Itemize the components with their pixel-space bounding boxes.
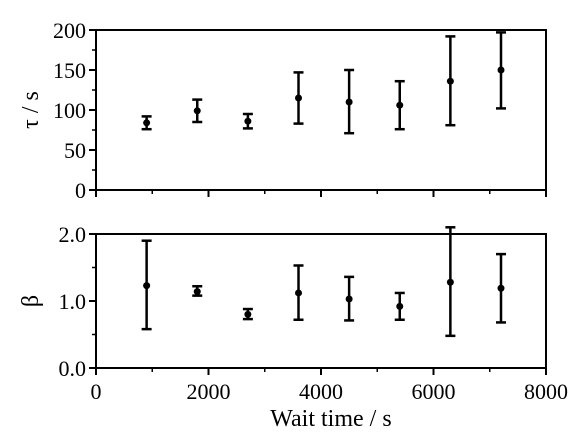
tau-y-axis-label: τ / s [18, 91, 44, 129]
tau-data-point [396, 101, 404, 109]
tau-y-tick-label: 0 [75, 178, 86, 203]
beta-data-point [345, 295, 353, 303]
beta-data-point [446, 278, 454, 286]
tau-data-point [446, 77, 454, 85]
tau-data-point [193, 107, 201, 115]
beta-data-point [497, 284, 505, 292]
beta-x-tick-label: 6000 [412, 379, 456, 404]
beta-x-tick-label: 8000 [524, 379, 568, 404]
tau-y-tick-label: 50 [64, 138, 86, 163]
tau-y-tick-label: 150 [53, 58, 86, 83]
tau-plot-frame [95, 29, 547, 191]
beta-x-tick-label: 0 [91, 379, 102, 404]
tau-data-point [295, 94, 302, 102]
tau-data-point [345, 98, 353, 106]
beta-plot-frame [95, 233, 547, 369]
beta-y-tick-label: 0.0 [59, 356, 87, 381]
beta-y-tick-label: 2.0 [59, 222, 87, 247]
beta-data-point [193, 288, 201, 296]
tau-data-point [497, 66, 505, 74]
beta-data-point [244, 310, 252, 318]
beta-data-point [295, 289, 302, 297]
beta-y-tick-label: 1.0 [59, 289, 87, 314]
tau-data-point [143, 119, 151, 127]
beta-y-axis-label: β [18, 295, 44, 307]
beta-x-tick-label: 4000 [299, 379, 343, 404]
beta-data-point [143, 282, 151, 290]
tau-data-point [244, 117, 252, 125]
tau-panel: 0 50 100 150 200 τ / s [18, 18, 547, 203]
beta-x-tick-label: 2000 [187, 379, 231, 404]
tau-y-tick-label: 100 [53, 98, 86, 123]
beta-x-axis-label: Wait time / s [270, 406, 391, 432]
tau-y-tick-label: 200 [53, 18, 86, 43]
beta-panel: 0.0 1.0 2.0 0 2000 4000 6000 8000 β Wait time / s [18, 222, 568, 432]
beta-data-point [396, 302, 404, 310]
